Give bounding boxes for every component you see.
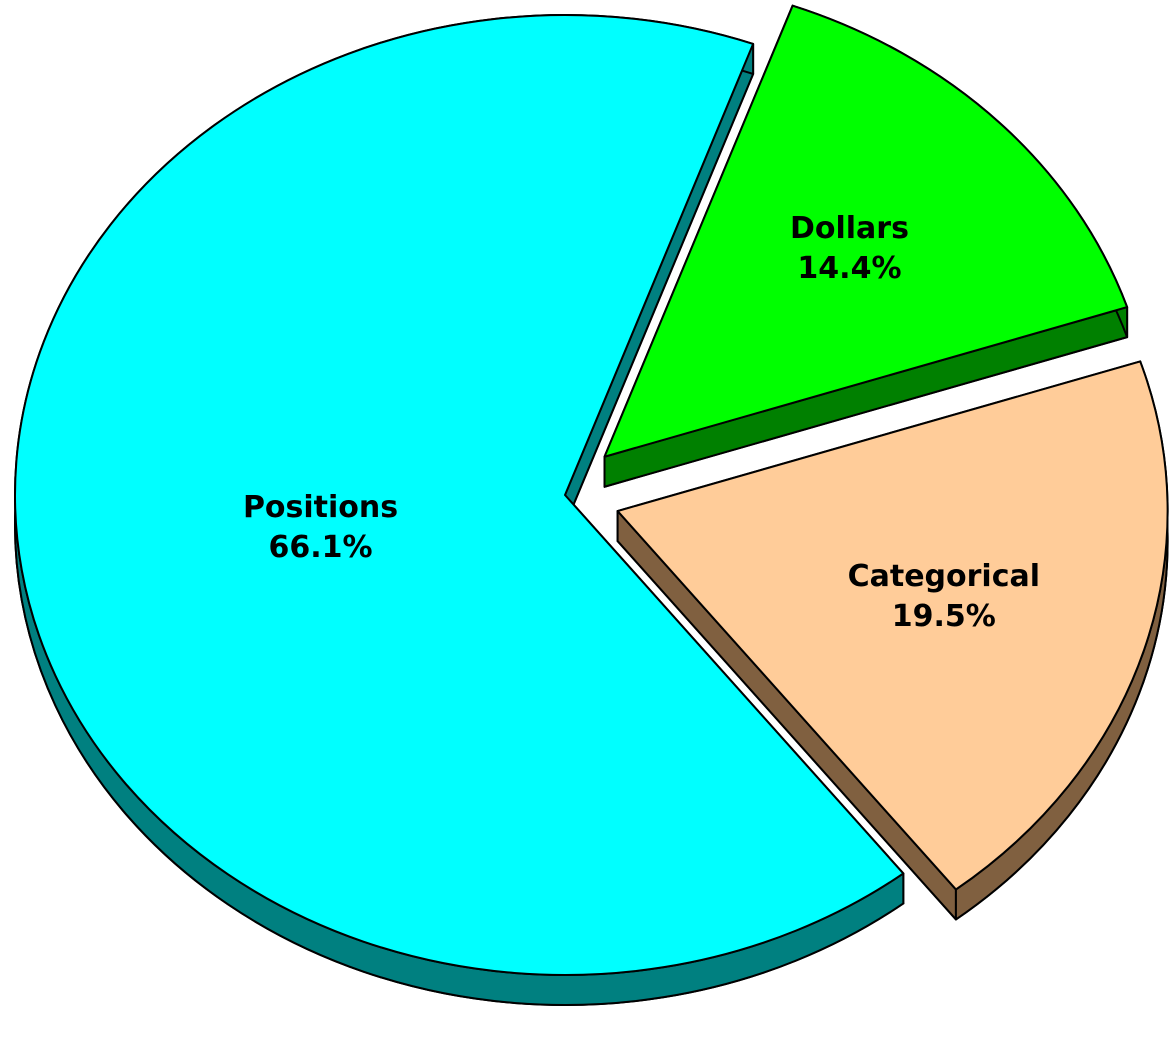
slice-value-label: 19.5% xyxy=(892,599,996,634)
slice-label: Categorical xyxy=(848,559,1040,594)
slice xyxy=(616,360,1169,891)
slice: Categorical 19.5% xyxy=(616,360,1169,921)
slice xyxy=(603,4,1129,458)
slice-label: Dollars xyxy=(790,211,909,246)
slice-label: Positions xyxy=(243,490,398,525)
slice-value-label: 14.4% xyxy=(797,251,901,286)
slice-value-label: 66.1% xyxy=(268,530,372,565)
slice xyxy=(14,14,905,976)
slice: Positions 66.1% xyxy=(14,14,905,1006)
slice: Dollars 14.4% xyxy=(603,4,1129,488)
